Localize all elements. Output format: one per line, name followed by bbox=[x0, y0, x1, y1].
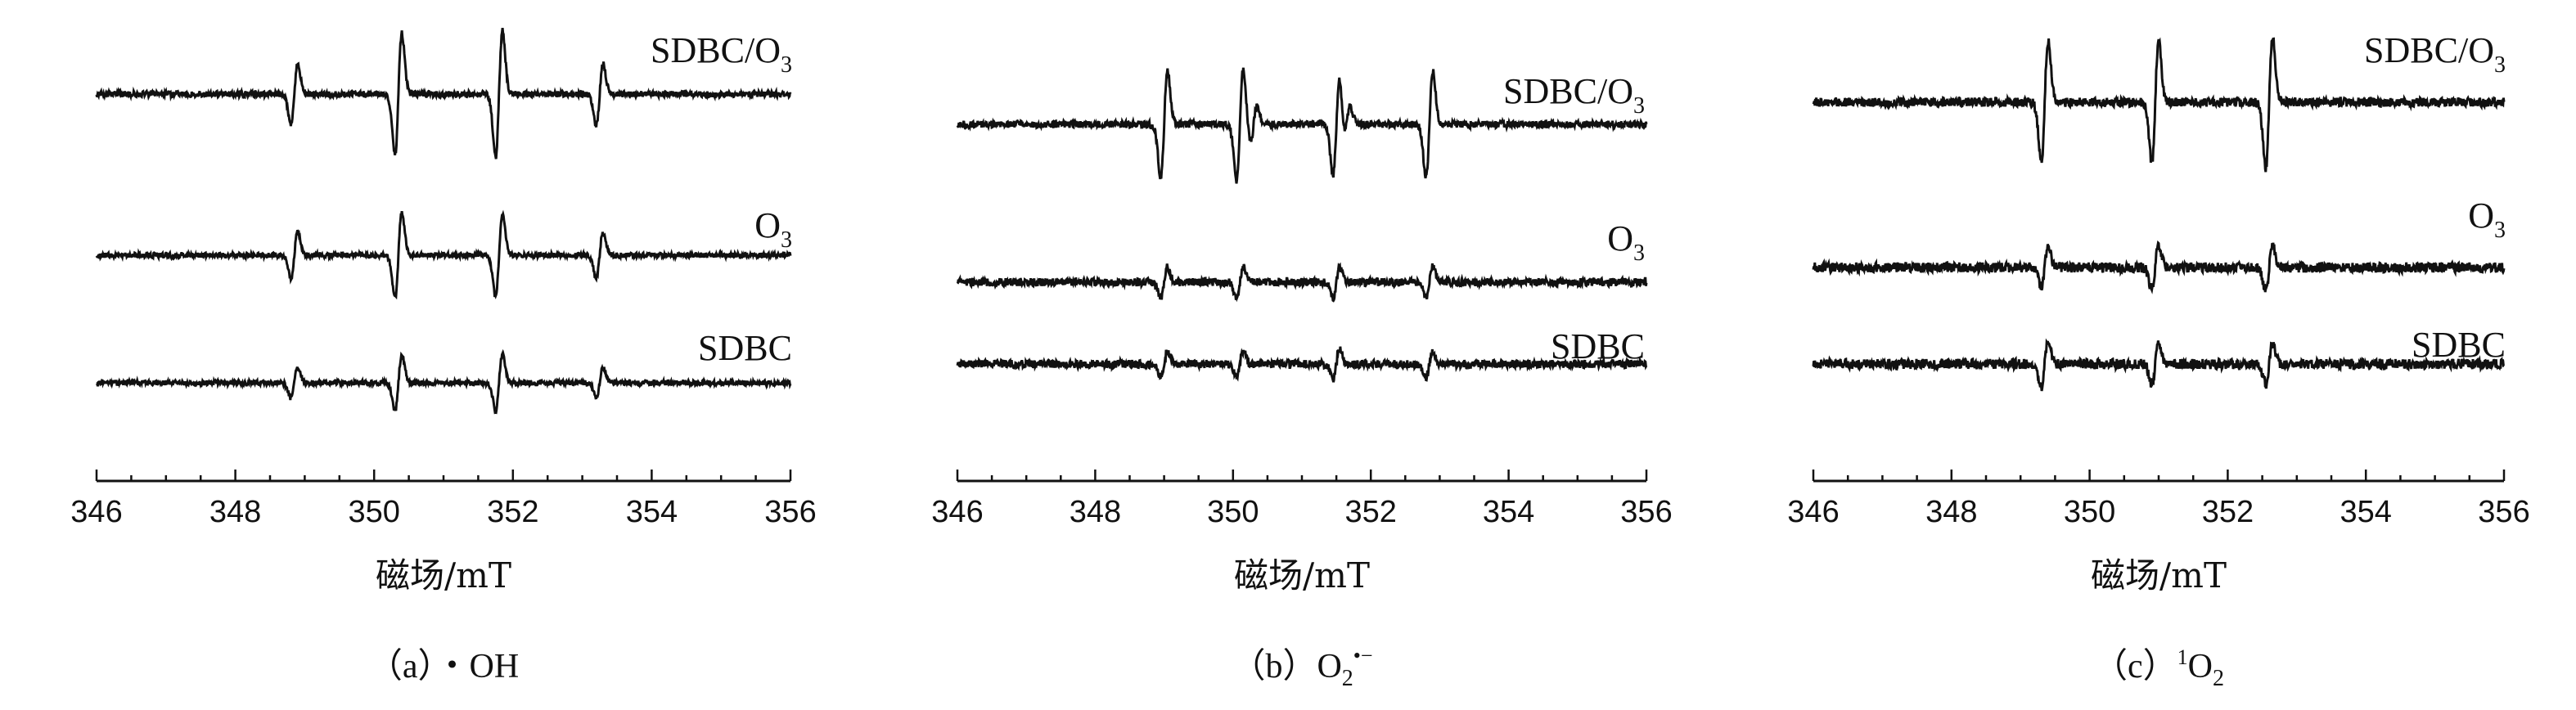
x-axis-title: 磁场/mT bbox=[1234, 555, 1370, 595]
x-tick-label: 356 bbox=[2478, 495, 2529, 529]
series-label: SDBC/O3 bbox=[1503, 71, 1645, 119]
x-tick-label: 346 bbox=[1787, 495, 1839, 529]
series-label: SDBC/O3 bbox=[2364, 30, 2506, 78]
x-axis-title: 磁场/mT bbox=[2091, 555, 2227, 595]
series-label: O3 bbox=[754, 205, 792, 253]
x-tick-label: 356 bbox=[1620, 495, 1672, 529]
x-tick-label: 356 bbox=[764, 495, 816, 529]
x-tick-label: 352 bbox=[487, 495, 538, 529]
series-label: SDBC/O3 bbox=[651, 30, 792, 78]
series-line bbox=[95, 209, 792, 300]
x-tick-label: 354 bbox=[2340, 495, 2391, 529]
x-tick-label: 350 bbox=[2064, 495, 2115, 529]
x-tick-label: 350 bbox=[348, 495, 399, 529]
x-tick-label: 350 bbox=[1207, 495, 1259, 529]
x-tick-label: 352 bbox=[2202, 495, 2254, 529]
series-label: SDBC bbox=[698, 328, 792, 368]
x-tick-label: 348 bbox=[1070, 495, 1121, 529]
series-label: O3 bbox=[2468, 195, 2506, 243]
x-tick-label: 348 bbox=[209, 495, 261, 529]
series-line bbox=[1812, 338, 2505, 392]
panel-a: SDBC/O3 O3 SDBC 346 348 350 352 354 356 磁场/mT （a）・… bbox=[70, 28, 817, 685]
series-line bbox=[956, 67, 1648, 184]
series-line bbox=[1812, 240, 2506, 294]
series-label: O3 bbox=[1607, 218, 1645, 266]
x-tick-label: 346 bbox=[931, 495, 983, 529]
series-line bbox=[95, 28, 792, 160]
series-line bbox=[1812, 37, 2506, 173]
panel-b: SDBC/O3 O3 SDBC 346 348 350 352 354 356 磁场/mT （b）O… bbox=[931, 67, 1673, 691]
panel-caption: （a）・OH bbox=[368, 648, 519, 685]
panel-caption: （c）1O2 bbox=[2093, 645, 2224, 691]
series-label: SDBC bbox=[1551, 326, 1645, 366]
series-line bbox=[96, 348, 792, 415]
x-tick-label: 352 bbox=[1344, 495, 1396, 529]
x-tick-label: 354 bbox=[626, 495, 678, 529]
x-axis-title: 磁场/mT bbox=[376, 555, 511, 595]
panel-c: SDBC/O3 O3 SDBC 346 348 350 352 354 356 磁场/mT （c）1… bbox=[1787, 30, 2529, 691]
series-label: SDBC bbox=[2412, 325, 2506, 365]
x-tick-label: 348 bbox=[1925, 495, 1977, 529]
series-line bbox=[956, 346, 1648, 384]
panel-caption: （b）O2•− bbox=[1231, 644, 1372, 691]
series-line bbox=[956, 262, 1648, 303]
x-tick-label: 346 bbox=[70, 495, 122, 529]
x-tick-label: 354 bbox=[1483, 495, 1534, 529]
